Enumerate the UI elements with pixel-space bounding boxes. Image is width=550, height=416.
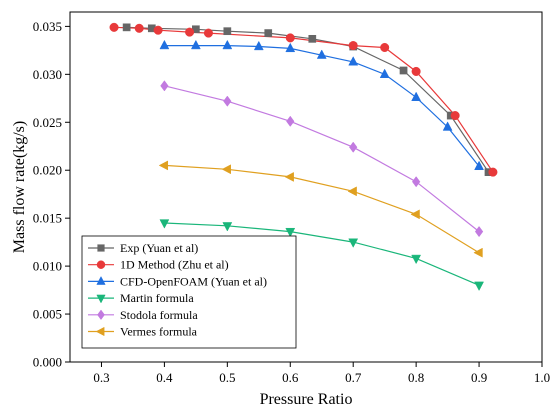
series-4-point: [223, 95, 232, 107]
series-3-point: [285, 227, 296, 238]
legend-label: 1D Method (Zhu et al): [120, 258, 229, 272]
legend-marker: [96, 276, 106, 285]
series-1-point: [450, 111, 460, 121]
legend: Exp (Yuan et al) 1D Method (Zhu et al) CFD…: [81, 235, 297, 349]
series-2-point: [285, 42, 296, 53]
legend-marker: [96, 294, 106, 304]
y-axis-title: Mass flow rate(kg/s): [11, 121, 28, 253]
series-3-point: [348, 238, 359, 248]
series-2-point: [253, 40, 264, 51]
series-3-point: [159, 219, 170, 229]
series-1-point: [203, 28, 213, 38]
legend-label: Exp (Yuan et al): [120, 241, 198, 255]
x-tick-label: 0.6: [282, 370, 299, 385]
series-2-point: [190, 39, 201, 50]
series-2-point: [474, 160, 484, 171]
legend-label: Vermes formula: [120, 325, 198, 339]
series-3-point: [411, 254, 422, 265]
series-0-point: [399, 66, 408, 75]
x-tick-label: 0.4: [156, 370, 173, 385]
y-tick-label: 0.020: [33, 163, 62, 178]
series-1-point: [285, 33, 295, 43]
legend-marker: [97, 244, 105, 252]
series-line-3: [164, 222, 480, 286]
series-markers: [109, 22, 498, 291]
series-1-point: [348, 41, 358, 51]
axis-ticks: 0.3 0.4 0.5 0.6 0.7 0.8 0.9 1.0 0.000 0.005 0.010 0…: [33, 19, 550, 385]
x-tick-label: 0.8: [408, 370, 424, 385]
series-1-point: [411, 66, 421, 76]
legend-box: [81, 235, 297, 349]
x-axis-title: Pressure Ratio: [260, 391, 353, 408]
series-5-point: [221, 164, 231, 175]
series-5-point: [347, 186, 357, 197]
y-tick-label: 0.025: [33, 115, 62, 130]
series-5-point: [284, 172, 294, 182]
y-tick-label: 0.000: [33, 355, 62, 370]
legend-label: Stodola formula: [120, 308, 198, 322]
y-tick-label: 0.035: [33, 19, 62, 34]
series-1-point: [153, 25, 163, 35]
x-tick-label: 0.9: [471, 370, 487, 385]
series-0-point: [264, 29, 273, 37]
y-tick-label: 0.015: [33, 211, 62, 226]
series-2-point: [159, 39, 170, 50]
series-1-point: [185, 27, 195, 37]
series-5-point: [158, 160, 169, 171]
legend-marker: [96, 260, 106, 269]
series-1-point: [134, 23, 144, 33]
series-2-point: [222, 39, 233, 50]
legend-label: Martin formula: [120, 291, 194, 305]
series-3-point: [474, 281, 484, 291]
series-0-point: [122, 23, 131, 32]
series-4-point: [286, 115, 295, 127]
series-2-point: [442, 121, 453, 131]
x-tick-label: 1.0: [534, 370, 550, 385]
y-tick-label: 0.005: [33, 307, 62, 322]
series-4-point: [160, 80, 169, 92]
series-1-point: [109, 22, 119, 32]
series-4-point: [349, 141, 358, 153]
series-0-point: [308, 34, 317, 43]
x-tick-label: 0.5: [219, 370, 235, 385]
series-4-point: [474, 225, 484, 238]
series-1-point: [488, 167, 498, 177]
legend-marker: [95, 326, 105, 337]
series-line-4: [164, 85, 480, 233]
legend-marker: [97, 309, 105, 321]
x-tick-label: 0.3: [93, 370, 109, 385]
series-2-point: [316, 49, 327, 59]
y-tick-label: 0.030: [33, 67, 62, 82]
series-line-5: [164, 164, 480, 254]
series-4-point: [411, 176, 421, 188]
series-5-point: [410, 209, 420, 220]
legend-label: CFD-OpenFOAM (Yuan et al): [120, 274, 267, 288]
x-tick-label: 0.7: [345, 370, 362, 385]
series-2-point: [411, 91, 422, 101]
series-3-point: [222, 222, 233, 232]
series-2-point: [379, 68, 390, 78]
series-1-point: [380, 42, 390, 53]
y-tick-label: 0.010: [33, 259, 62, 274]
series-0-point: [223, 27, 232, 36]
series-5-point: [473, 247, 483, 258]
series-2-point: [348, 56, 359, 66]
